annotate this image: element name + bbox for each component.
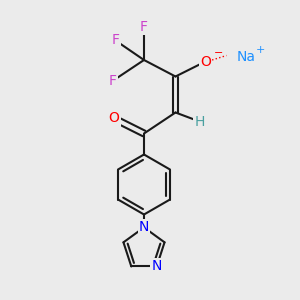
Text: Na: Na	[237, 50, 256, 64]
Text: F: F	[109, 74, 116, 88]
Text: F: F	[140, 20, 148, 34]
Text: H: H	[194, 115, 205, 128]
Text: F: F	[112, 34, 119, 47]
Text: −: −	[214, 48, 223, 58]
Text: O: O	[200, 55, 211, 68]
Text: O: O	[109, 112, 119, 125]
Text: +: +	[256, 45, 265, 56]
Text: N: N	[139, 220, 149, 234]
Text: N: N	[152, 260, 162, 274]
